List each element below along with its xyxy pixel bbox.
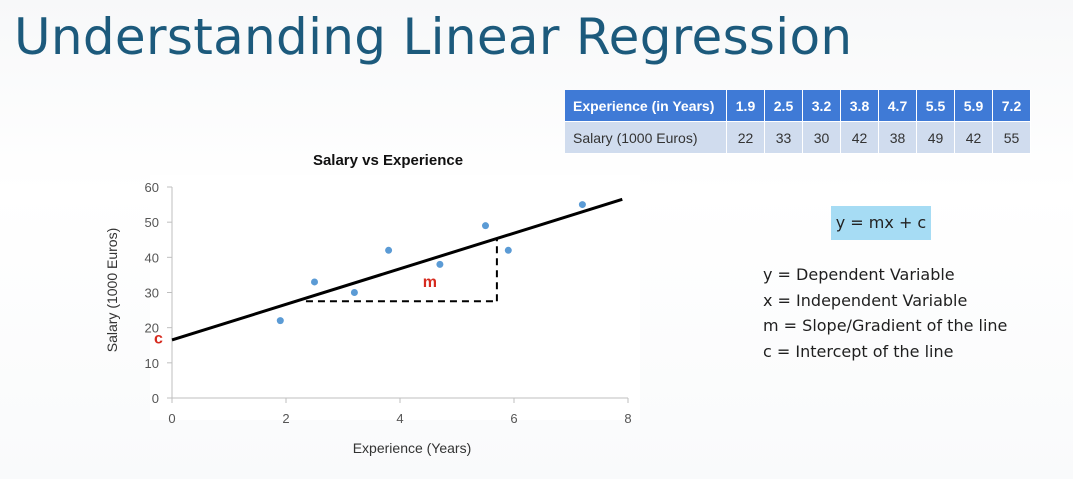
data-point xyxy=(504,246,512,254)
y-tick-label: 50 xyxy=(145,215,159,230)
definition-item: c = Intercept of the line xyxy=(763,341,954,361)
x-tick-label: 6 xyxy=(510,411,517,426)
data-point xyxy=(311,278,318,286)
y-tick-label: 40 xyxy=(145,250,159,265)
data-point xyxy=(436,260,444,268)
definition-item: m = Slope/Gradient of the line xyxy=(763,316,1008,335)
table-row-experience: Experience (in Years) 1.9 2.5 3.2 3.8 4.… xyxy=(565,90,1031,122)
definition-item: x = Independent Variable xyxy=(763,290,968,310)
table-cell-salary: 30 xyxy=(803,122,841,154)
slide-title: Understanding Linear Regression xyxy=(14,8,853,66)
table-cell-experience: 5.5 xyxy=(917,90,955,122)
table-cell-experience: 3.2 xyxy=(803,90,841,122)
table-cell-salary: 49 xyxy=(917,122,955,154)
table-cell-salary: 22 xyxy=(727,122,765,154)
table-cell-salary: 38 xyxy=(879,122,917,154)
definition-item: y = Dependent Variable xyxy=(763,265,955,284)
table-cell-experience: 3.8 xyxy=(841,90,879,122)
table-cell-experience: 4.7 xyxy=(879,90,917,122)
table-cell-experience: 5.9 xyxy=(955,90,993,122)
x-tick-label: 0 xyxy=(168,411,175,426)
data-point xyxy=(276,317,284,325)
table-cell-salary: 55 xyxy=(993,122,1031,154)
table-row-header-salary: Salary (1000 Euros) xyxy=(565,122,727,154)
table-cell-salary: 42 xyxy=(841,122,879,154)
data-point xyxy=(350,289,358,296)
table-cell-experience: 1.9 xyxy=(727,90,765,122)
data-point xyxy=(482,222,489,230)
y-tick-label: 60 xyxy=(145,180,159,195)
table-cell-salary: 42 xyxy=(955,122,993,154)
x-tick-label: 4 xyxy=(396,411,403,426)
data-table: Experience (in Years) 1.9 2.5 3.2 3.8 4.… xyxy=(565,90,1031,154)
table-cell-experience: 2.5 xyxy=(765,90,803,122)
chart-plot-background xyxy=(150,175,640,420)
x-tick-label: 2 xyxy=(282,411,289,426)
y-axis-label: Salary (1000 Euros) xyxy=(104,228,120,353)
y-tick-label: 20 xyxy=(145,321,159,336)
table-row-salary: Salary (1000 Euros) 22 33 30 42 38 49 42… xyxy=(565,122,1031,154)
table-cell-experience: 7.2 xyxy=(993,90,1031,122)
regression-line xyxy=(171,197,623,342)
definitions-list: y = Dependent Variable x = Independent V… xyxy=(763,262,1007,364)
slope-label: m xyxy=(423,274,437,291)
table-row-header-experience: Experience (in Years) xyxy=(565,90,727,122)
intercept-label: c xyxy=(154,330,163,347)
y-tick-label: 0 xyxy=(152,391,159,406)
equation-box: y = mx + c xyxy=(831,206,931,240)
data-point xyxy=(578,201,586,209)
y-tick-label: 10 xyxy=(145,356,159,371)
y-tick-label: 30 xyxy=(145,286,159,301)
table-cell-salary: 33 xyxy=(765,122,803,154)
x-axis-label: Experience (Years) xyxy=(353,440,472,456)
x-tick-label: 8 xyxy=(624,411,631,426)
chart-title: Salary vs Experience xyxy=(313,152,463,169)
data-point xyxy=(385,246,393,254)
